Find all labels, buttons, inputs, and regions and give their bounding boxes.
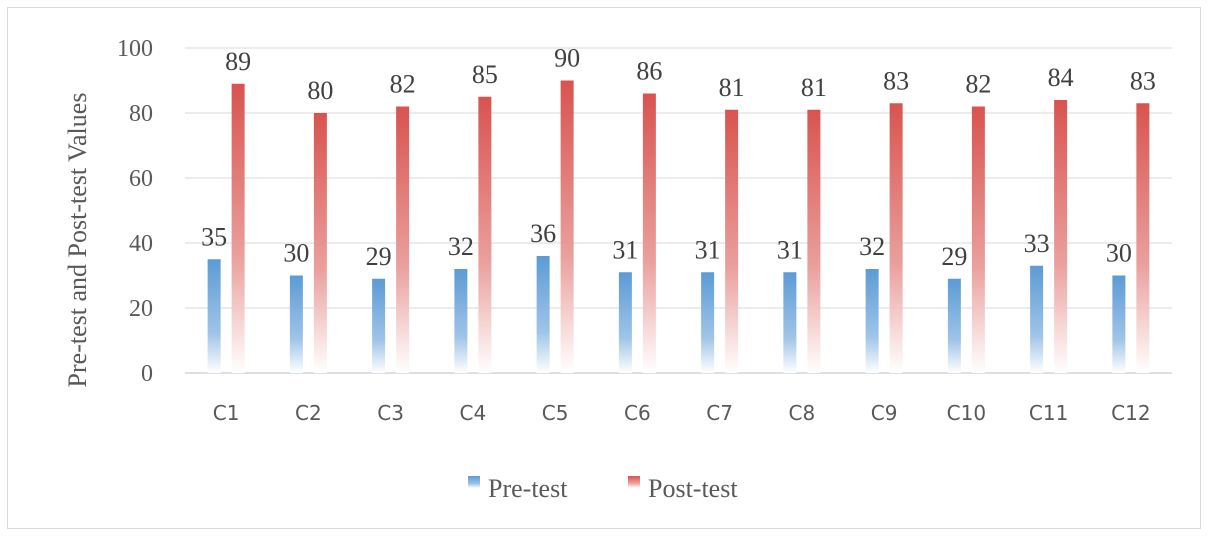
legend-swatch-pre-test xyxy=(468,476,480,488)
bar-pre-test-c2 xyxy=(289,275,303,373)
x-tick-label: C8 xyxy=(789,401,816,425)
bar-pre-test-c11 xyxy=(1030,265,1044,373)
bar-post-test-c5 xyxy=(560,80,574,373)
bar-pre-test-c12 xyxy=(1112,275,1126,373)
bar-pre-test-c5 xyxy=(536,256,550,373)
x-tick-label: C3 xyxy=(377,401,404,425)
data-label-post-test: 80 xyxy=(307,76,333,105)
bar-post-test-c11 xyxy=(1054,100,1068,373)
data-label-post-test: 83 xyxy=(1130,66,1156,95)
data-label-pre-test: 35 xyxy=(201,222,227,251)
x-tick-label: C1 xyxy=(213,401,240,425)
legend-swatch-post-test xyxy=(628,476,640,488)
data-label-post-test: 89 xyxy=(225,47,251,76)
y-axis-title: Pre-test and Post-test Values xyxy=(63,93,92,388)
bar-pre-test-c3 xyxy=(372,278,386,373)
x-axis-ticks: C1 C2 C3 C4 C5 C6 C7 C8 C9 C10 C11 C12 xyxy=(213,401,1151,425)
data-label-post-test: 84 xyxy=(1048,63,1074,92)
bar-post-test-c12 xyxy=(1136,103,1150,373)
bar-post-test-c4 xyxy=(478,96,492,373)
x-tick-label: C6 xyxy=(624,401,651,425)
legend-label-post-test: Post-test xyxy=(648,474,738,503)
data-label-pre-test: 30 xyxy=(1106,239,1132,268)
chart-frame xyxy=(7,7,1201,529)
x-tick-label: C7 xyxy=(706,401,733,425)
bar-pre-test-c6 xyxy=(618,272,632,373)
data-label-pre-test: 30 xyxy=(283,239,309,268)
data-label-pre-test: 29 xyxy=(366,242,392,271)
data-label-pre-test: 31 xyxy=(777,235,803,264)
data-label-post-test: 90 xyxy=(554,44,580,73)
data-label-pre-test: 31 xyxy=(612,235,638,264)
data-label-post-test: 83 xyxy=(883,66,909,95)
y-tick-label: 80 xyxy=(129,101,153,127)
data-labels: 35 89 30 80 29 82 32 85 36 90 31 86 31 81 31 81 32 83 29 82… xyxy=(201,44,1156,271)
gridlines xyxy=(185,47,1172,374)
data-label-post-test: 85 xyxy=(472,60,498,89)
data-label-pre-test: 31 xyxy=(695,235,721,264)
bar-post-test-c7 xyxy=(725,109,739,373)
bar-pre-test-c1 xyxy=(207,259,221,373)
data-label-post-test: 82 xyxy=(965,70,991,99)
bar-post-test-c10 xyxy=(971,106,985,373)
data-label-post-test: 86 xyxy=(636,57,662,86)
data-label-pre-test: 32 xyxy=(859,232,885,261)
x-tick-label: C10 xyxy=(947,401,986,425)
data-label-pre-test: 32 xyxy=(448,232,474,261)
bar-post-test-c1 xyxy=(231,83,245,373)
bar-post-test-c6 xyxy=(642,93,656,373)
bar-pre-test-c4 xyxy=(454,269,468,373)
y-tick-label: 100 xyxy=(117,36,153,62)
data-label-pre-test: 33 xyxy=(1024,229,1050,258)
y-tick-label: 60 xyxy=(129,166,153,192)
y-tick-label: 20 xyxy=(129,296,153,322)
y-tick-label: 0 xyxy=(141,361,153,387)
bar-pre-test-c10 xyxy=(947,278,961,373)
x-tick-label: C11 xyxy=(1029,401,1068,425)
x-tick-label: C4 xyxy=(460,401,487,425)
data-label-post-test: 81 xyxy=(801,73,827,102)
y-tick-label: 40 xyxy=(129,231,153,257)
x-tick-label: C9 xyxy=(871,401,898,425)
data-label-pre-test: 29 xyxy=(941,242,967,271)
bar-pre-test-c9 xyxy=(865,269,879,373)
data-label-post-test: 82 xyxy=(390,70,416,99)
data-label-post-test: 81 xyxy=(719,73,745,102)
legend: Pre-test Post-test xyxy=(468,474,738,503)
bar-pre-test-c7 xyxy=(701,272,715,373)
y-axis-ticks: 0 20 40 60 80 100 xyxy=(117,36,153,387)
x-tick-label: C2 xyxy=(295,401,322,425)
legend-label-pre-test: Pre-test xyxy=(488,474,568,503)
bar-post-test-c2 xyxy=(313,113,327,373)
x-tick-label: C5 xyxy=(542,401,569,425)
bars xyxy=(207,80,1150,373)
data-label-pre-test: 36 xyxy=(530,219,556,248)
x-tick-label: C12 xyxy=(1111,401,1150,425)
bar-post-test-c3 xyxy=(396,106,410,373)
bar-post-test-c8 xyxy=(807,109,821,373)
bar-post-test-c9 xyxy=(889,103,903,373)
bar-pre-test-c8 xyxy=(783,272,797,373)
